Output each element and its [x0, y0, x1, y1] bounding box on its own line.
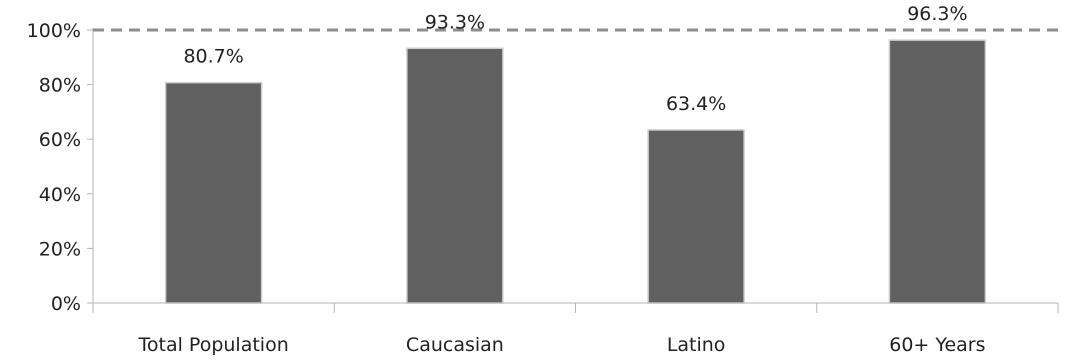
data-label-2: 93.3% — [425, 11, 485, 33]
bar-1 — [164, 81, 263, 304]
y-tick-label: 80% — [39, 75, 81, 97]
y-tick-label: 60% — [39, 129, 81, 151]
y-tick-label: 40% — [39, 184, 81, 206]
data-labels-group: 80.7% 93.3% 63.4% 96.3% — [183, 3, 967, 115]
data-label-3: 63.4% — [666, 93, 726, 115]
y-tick-label: 100% — [27, 20, 81, 42]
x-category-label: 60+ Years — [889, 334, 985, 356]
bar-4 — [888, 39, 987, 304]
data-label-4: 96.3% — [907, 3, 967, 25]
bars-group — [164, 39, 987, 304]
y-axis: 0% 20% 40% 60% 80% 100% — [27, 20, 94, 315]
y-tick-label: 20% — [39, 238, 81, 260]
y-tick-label: 0% — [51, 293, 81, 315]
bar-2 — [406, 47, 504, 304]
bar-3 — [647, 129, 745, 304]
x-category-label: Latino — [667, 334, 726, 356]
x-category-label: Total Population — [138, 334, 289, 356]
x-axis: Total Population Caucasian Latino 60+ Years — [92, 302, 1059, 356]
x-category-label: Caucasian — [406, 334, 504, 356]
data-label-1: 80.7% — [183, 46, 243, 68]
